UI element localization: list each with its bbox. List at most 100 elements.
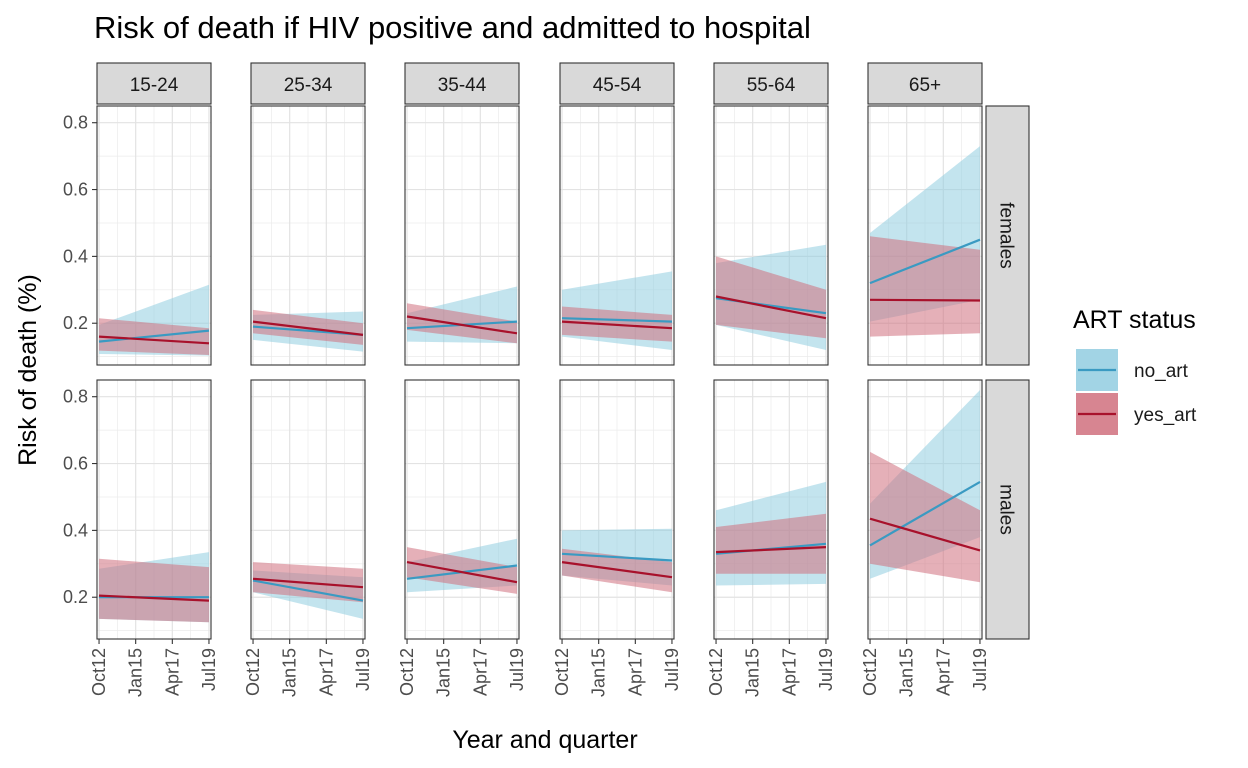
panel-males-35-44 bbox=[404, 379, 520, 640]
strip-row-label: females bbox=[996, 202, 1017, 269]
x-tick-label: Jan15 bbox=[280, 648, 300, 697]
series-line-no_art bbox=[869, 480, 981, 547]
panel-border bbox=[404, 379, 520, 640]
x-tick-label: Jan15 bbox=[589, 648, 609, 697]
series-line-no_art bbox=[561, 317, 673, 323]
panel-males-45-54 bbox=[559, 379, 675, 640]
series-line-yes_art bbox=[252, 320, 364, 336]
panel-border bbox=[96, 379, 212, 640]
series-line-yes_art bbox=[715, 295, 827, 320]
x-tick-label: Apr17 bbox=[470, 648, 490, 696]
panel-males-55-64 bbox=[713, 379, 829, 640]
panel-females-35-44 bbox=[404, 105, 520, 366]
x-axis-title: Year and quarter bbox=[452, 726, 637, 754]
series-line-yes_art bbox=[406, 561, 518, 584]
strip-row-males bbox=[985, 379, 1030, 640]
ci-ribbon-yes_art bbox=[407, 547, 517, 594]
legend-label-no_art: no_art bbox=[1134, 361, 1189, 382]
series-line-yes_art bbox=[869, 517, 981, 552]
strip-col-55-64 bbox=[713, 62, 829, 105]
x-axes: Oct12 Jan15 Apr17 Jul19 Oct12 Jan15 Apr17 Jul19… bbox=[89, 639, 990, 697]
strip-col-15-24 bbox=[96, 62, 212, 105]
legend: ART status no_art yes_art bbox=[1073, 306, 1197, 435]
x-tick-label: Apr17 bbox=[625, 648, 645, 696]
legend-label-yes_art: yes_art bbox=[1134, 405, 1197, 426]
panel-border bbox=[96, 105, 212, 366]
ci-ribbon-yes_art bbox=[870, 451, 980, 583]
y-axis: 0.2 0.4 0.6 0.8 0.2 0.4 0.6 0.8 bbox=[63, 113, 97, 607]
x-tick-label: Oct12 bbox=[397, 648, 417, 696]
y-tick-label: 0.2 bbox=[63, 313, 88, 333]
x-tick-label: Apr17 bbox=[316, 648, 336, 696]
strip-col-45-54 bbox=[559, 62, 675, 105]
panel-females-45-54 bbox=[559, 105, 675, 366]
y-tick-label: 0.4 bbox=[63, 246, 88, 266]
panel-border bbox=[713, 379, 829, 640]
series-line-yes_art bbox=[561, 320, 673, 330]
strip-col-35-44 bbox=[404, 62, 520, 105]
y-tick-label: 0.2 bbox=[63, 587, 88, 607]
chart-title: Risk of death if HIV positive and admitt… bbox=[94, 10, 811, 45]
panel-border bbox=[713, 105, 829, 366]
x-tick-label: Apr17 bbox=[162, 648, 182, 696]
strip-row-females bbox=[985, 105, 1030, 366]
panel-border bbox=[867, 105, 983, 366]
x-tick-label: Oct12 bbox=[552, 648, 572, 696]
x-tick-label: Oct12 bbox=[860, 648, 880, 696]
x-tick-label: Jul19 bbox=[662, 648, 682, 691]
x-tick-label: Oct12 bbox=[706, 648, 726, 696]
x-tick-label: Jul19 bbox=[353, 648, 373, 691]
panel-border bbox=[559, 105, 675, 366]
x-tick-label: Jan15 bbox=[434, 648, 454, 697]
strip-col-label: 15-24 bbox=[130, 75, 179, 96]
series-line-yes_art bbox=[98, 335, 210, 345]
y-tick-label: 0.6 bbox=[63, 454, 88, 474]
panel-males-25-34 bbox=[250, 379, 366, 640]
panel-females-65+ bbox=[867, 105, 983, 366]
series-line-yes_art bbox=[406, 315, 518, 335]
ci-ribbon-yes_art bbox=[716, 513, 826, 574]
panel-males-65+ bbox=[867, 379, 983, 640]
y-tick-label: 0.8 bbox=[63, 387, 88, 407]
x-tick-label: Oct12 bbox=[243, 648, 263, 696]
series-line-yes_art bbox=[252, 577, 364, 589]
x-tick-label: Apr17 bbox=[933, 648, 953, 696]
x-tick-label: Jul19 bbox=[199, 648, 219, 691]
strip-col-label: 45-54 bbox=[593, 75, 642, 96]
y-tick-label: 0.6 bbox=[63, 180, 88, 200]
series-line-yes_art bbox=[98, 594, 210, 602]
ci-ribbon-yes_art bbox=[99, 558, 209, 623]
x-tick-label: Jan15 bbox=[743, 648, 763, 697]
strip-col-label: 35-44 bbox=[438, 75, 487, 96]
panel-border bbox=[250, 105, 366, 366]
series-line-yes_art bbox=[561, 561, 673, 579]
panel-females-55-64 bbox=[713, 105, 829, 366]
ci-ribbon-yes_art bbox=[870, 236, 980, 337]
strip-row-label: males bbox=[996, 484, 1017, 535]
series-line-no_art bbox=[561, 552, 673, 562]
strip-col-25-34 bbox=[250, 62, 366, 105]
panel-males-15-24 bbox=[96, 379, 212, 640]
strip-col-label: 65+ bbox=[909, 75, 941, 96]
x-tick-label: Oct12 bbox=[89, 648, 109, 696]
facet-grid: 15-24 25-34 35-44 45-54 55-64 65+ females males bbox=[96, 62, 1030, 640]
panel-border bbox=[867, 379, 983, 640]
x-tick-label: Jul19 bbox=[507, 648, 527, 691]
strip-col-65+ bbox=[867, 62, 983, 105]
x-tick-label: Jul19 bbox=[970, 648, 990, 691]
ci-ribbon-yes_art bbox=[716, 256, 826, 339]
series-line-yes_art bbox=[715, 546, 827, 554]
x-tick-label: Jul19 bbox=[816, 648, 836, 691]
panel-border bbox=[559, 379, 675, 640]
y-tick-label: 0.8 bbox=[63, 113, 88, 133]
strip-col-label: 55-64 bbox=[747, 75, 796, 96]
y-axis-title: Risk of death (%) bbox=[14, 274, 42, 466]
panel-females-15-24 bbox=[96, 105, 212, 366]
panel-border bbox=[250, 379, 366, 640]
series-line-yes_art bbox=[869, 298, 981, 302]
panel-females-25-34 bbox=[250, 105, 366, 366]
strip-col-label: 25-34 bbox=[284, 75, 333, 96]
series-line-no_art bbox=[98, 329, 210, 343]
x-tick-label: Jan15 bbox=[897, 648, 917, 697]
